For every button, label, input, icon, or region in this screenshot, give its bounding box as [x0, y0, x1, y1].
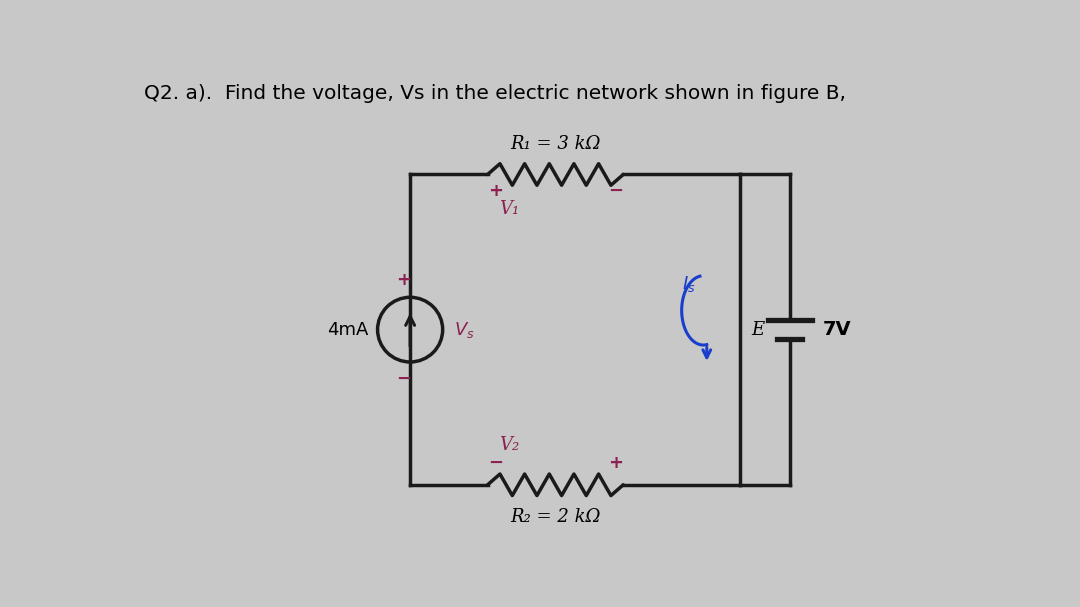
Text: R₁ = 3 kΩ: R₁ = 3 kΩ	[510, 135, 600, 153]
Text: −: −	[396, 370, 411, 388]
Text: +: +	[608, 454, 623, 472]
Text: 4mA: 4mA	[327, 320, 368, 339]
Text: −: −	[488, 454, 503, 472]
Text: −: −	[608, 183, 623, 200]
Text: E: E	[752, 320, 765, 339]
Text: V₁: V₁	[499, 200, 519, 218]
Text: $I_s$: $I_s$	[683, 274, 697, 294]
Text: 7V: 7V	[823, 320, 852, 339]
Text: +: +	[488, 183, 503, 200]
Text: +: +	[396, 271, 411, 290]
Text: R₂ = 2 kΩ: R₂ = 2 kΩ	[510, 508, 600, 526]
Text: $V_s$: $V_s$	[455, 320, 475, 340]
Text: V₂: V₂	[499, 436, 519, 454]
Text: Q2. a).  Find the voltage, Vs in the electric network shown in figure B,: Q2. a). Find the voltage, Vs in the elec…	[145, 84, 847, 103]
